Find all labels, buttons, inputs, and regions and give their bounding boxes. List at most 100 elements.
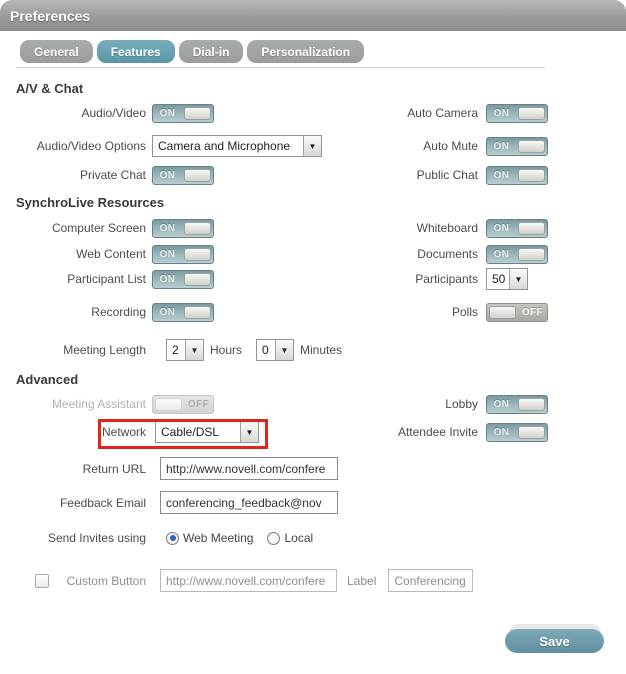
section-av-chat: A/V & Chat: [16, 81, 84, 96]
row-send-invites: Send Invites using Web Meeting Local: [0, 530, 626, 546]
tab-separator: [16, 67, 545, 68]
toggle-knob: [518, 221, 545, 235]
titlebar: Preferences: [0, 0, 626, 31]
computer-screen-toggle[interactable]: ON: [152, 218, 214, 238]
custom-button-url-input[interactable]: [160, 569, 337, 592]
web-meeting-radio-label: Web Meeting: [183, 531, 254, 545]
row-network: Network Cable/DSL ▼ Attendee Invite ON: [0, 421, 626, 443]
participant-list-toggle[interactable]: ON: [152, 269, 214, 289]
section-advanced: Advanced: [16, 372, 79, 387]
toggle-knob: [184, 221, 211, 235]
minutes-select[interactable]: 0 ▼: [256, 339, 295, 361]
private-chat-toggle[interactable]: ON: [152, 165, 214, 185]
tab-general[interactable]: General: [20, 40, 93, 63]
row-av-options: Audio/Video Options Camera and Microphon…: [0, 135, 626, 157]
toggle-knob: [518, 247, 545, 261]
row-web-content: Web Content ON Documents ON: [0, 244, 626, 264]
network-select[interactable]: Cable/DSL ▼: [155, 421, 259, 443]
dropdown-arrow-icon: ▼: [185, 340, 203, 360]
av-options-label: Audio/Video Options: [36, 139, 146, 153]
polls-label: Polls: [451, 305, 478, 319]
minutes-unit-label: Minutes: [300, 343, 343, 357]
toggle-knob: [155, 397, 182, 411]
toggle-knob: [489, 305, 516, 319]
save-button[interactable]: Save: [505, 629, 604, 653]
lobby-label: Lobby: [445, 397, 478, 411]
tab-bar: General Features Dial-in Personalization: [20, 40, 365, 63]
feedback-email-input[interactable]: [160, 491, 338, 514]
polls-toggle[interactable]: OFF: [486, 302, 548, 322]
dropdown-arrow-icon: ▼: [275, 340, 294, 360]
row-custom-button: Custom Button Label: [0, 569, 626, 592]
toggle-knob: [184, 272, 211, 286]
toggle-knob: [518, 425, 545, 439]
meeting-length-label: Meeting Length: [63, 343, 146, 357]
toggle-knob: [518, 106, 545, 120]
row-meeting-assistant: Meeting Assistant OFF Lobby ON: [0, 394, 626, 414]
attendee-invite-toggle[interactable]: ON: [486, 422, 548, 442]
custom-button-checkbox[interactable]: [35, 573, 49, 588]
toggle-knob: [184, 168, 211, 182]
audio-video-toggle[interactable]: ON: [152, 103, 214, 123]
local-radio-label: Local: [284, 531, 314, 545]
tab-personalization[interactable]: Personalization: [247, 40, 365, 63]
row-chat: Private Chat ON Public Chat ON: [0, 165, 626, 185]
documents-label: Documents: [417, 247, 478, 261]
hours-unit-label: Hours: [210, 343, 243, 357]
row-return-url: Return URL: [0, 457, 626, 480]
recording-label: Recording: [91, 305, 146, 319]
recording-toggle[interactable]: ON: [152, 302, 214, 322]
local-radio[interactable]: [267, 531, 281, 545]
return-url-input[interactable]: [160, 457, 338, 480]
toggle-knob: [518, 168, 545, 182]
auto-camera-label: Auto Camera: [407, 106, 478, 120]
computer-screen-label: Computer Screen: [51, 221, 146, 235]
auto-mute-label: Auto Mute: [423, 139, 478, 153]
auto-mute-toggle[interactable]: ON: [486, 136, 548, 156]
public-chat-toggle[interactable]: ON: [486, 165, 548, 185]
dialog-title: Preferences: [10, 7, 91, 24]
meeting-assistant-label: Meeting Assistant: [51, 397, 146, 411]
private-chat-label: Private Chat: [79, 168, 146, 182]
row-recording: Recording ON Polls OFF: [0, 302, 626, 322]
web-meeting-radio[interactable]: [166, 531, 179, 545]
auto-camera-toggle[interactable]: ON: [486, 103, 548, 123]
toggle-knob: [518, 139, 545, 153]
toggle-knob: [184, 305, 211, 319]
tab-dial-in[interactable]: Dial-in: [178, 40, 244, 63]
hours-select[interactable]: 2 ▼: [166, 339, 204, 361]
meeting-assistant-toggle[interactable]: OFF: [152, 394, 214, 414]
web-content-toggle[interactable]: ON: [152, 244, 214, 264]
return-url-label: Return URL: [82, 461, 146, 476]
toggle-knob: [518, 397, 545, 411]
public-chat-label: Public Chat: [416, 168, 478, 182]
dropdown-arrow-icon: ▼: [509, 269, 527, 289]
attendee-invite-label: Attendee Invite: [397, 425, 478, 439]
row-participants: Participant List ON Participants 50 ▼: [0, 268, 626, 290]
custom-button-text-input[interactable]: [388, 569, 474, 592]
whiteboard-toggle[interactable]: ON: [486, 218, 548, 238]
row-feedback-email: Feedback Email: [0, 491, 626, 514]
dropdown-arrow-icon: ▼: [240, 422, 258, 442]
row-screen: Computer Screen ON Whiteboard ON: [0, 218, 626, 238]
network-label: Network: [101, 425, 146, 439]
row-meeting-length: Meeting Length 2 ▼ Hours 0 ▼ Minutes: [0, 339, 626, 361]
send-invites-label: Send Invites using: [47, 531, 146, 545]
participant-list-label: Participant List: [67, 272, 146, 286]
audio-video-label: Audio/Video: [81, 106, 147, 120]
tab-features[interactable]: Features: [96, 40, 175, 63]
lobby-toggle[interactable]: ON: [486, 394, 548, 414]
av-options-select[interactable]: Camera and Microphone ▼: [152, 135, 322, 157]
dropdown-arrow-icon: ▼: [303, 136, 321, 156]
toggle-knob: [184, 247, 211, 261]
web-content-label: Web Content: [76, 247, 146, 261]
feedback-email-label: Feedback Email: [59, 495, 146, 510]
custom-button-label: Custom Button: [66, 573, 146, 588]
documents-toggle[interactable]: ON: [486, 244, 548, 264]
custom-button-caption: Label: [347, 573, 377, 588]
whiteboard-label: Whiteboard: [416, 221, 478, 235]
section-resources: SynchroLive Resources: [16, 195, 165, 210]
toggle-knob: [184, 106, 211, 120]
participants-select[interactable]: 50 ▼: [486, 268, 528, 290]
